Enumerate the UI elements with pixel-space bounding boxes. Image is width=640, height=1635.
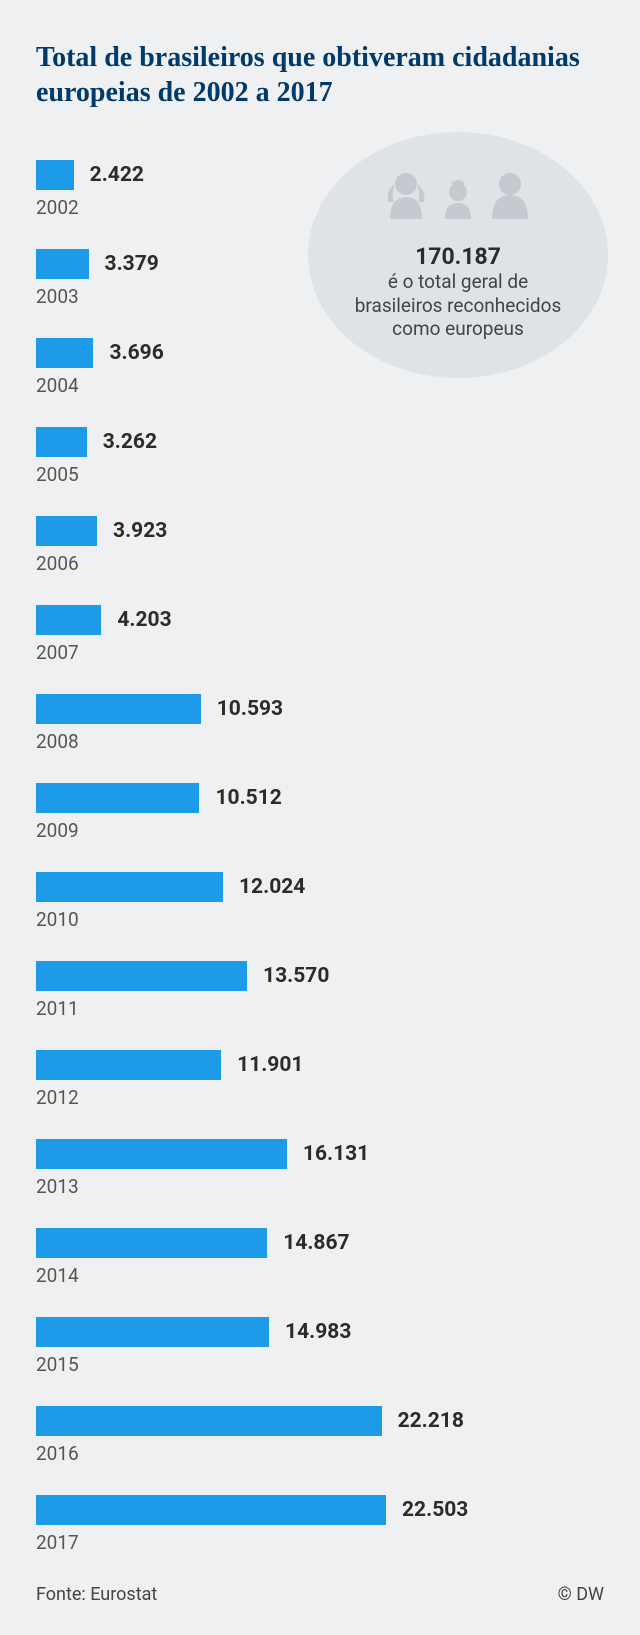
bar-line: 4.203 (36, 605, 604, 635)
bar (36, 1406, 382, 1436)
bar-line: 22.503 (36, 1495, 604, 1525)
chart-area: 170.187 é o total geral de brasileiros r… (36, 160, 604, 1554)
bar-value: 10.512 (215, 786, 281, 810)
bar-year: 2016 (36, 1442, 604, 1465)
bar-list: 2.42220023.37920033.69620043.26220053.92… (36, 160, 604, 1554)
bar-line: 13.570 (36, 961, 604, 991)
bar-row: 14.983 2015 (36, 1317, 604, 1376)
bar-row: 3.923 2006 (36, 516, 604, 575)
credit-label: © DW (558, 1584, 604, 1605)
bar-year: 2011 (36, 997, 604, 1020)
bar-line: 14.867 (36, 1228, 604, 1258)
bar-line: 3.262 (36, 427, 604, 457)
total-callout: 170.187 é o total geral de brasileiros r… (308, 132, 608, 378)
bar-year: 2010 (36, 908, 604, 931)
callout-text: é o total geral de brasileiros reconheci… (342, 270, 574, 341)
bar (36, 1139, 287, 1169)
bar (36, 1495, 386, 1525)
bar-value: 16.131 (303, 1142, 369, 1166)
bar-row: 13.570 2011 (36, 961, 604, 1020)
bar-value: 13.570 (263, 964, 329, 988)
bar-value: 3.379 (105, 252, 159, 276)
bar (36, 160, 74, 190)
bar (36, 605, 101, 635)
bar-year: 2017 (36, 1531, 604, 1554)
bar-year: 2015 (36, 1353, 604, 1376)
bar (36, 249, 89, 279)
bar-line: 14.983 (36, 1317, 604, 1347)
bar (36, 1317, 269, 1347)
chart-footer: Fonte: Eurostat © DW (36, 1584, 604, 1605)
bar (36, 872, 223, 902)
bar-row: 22.218 2016 (36, 1406, 604, 1465)
bar (36, 427, 87, 457)
bar-value: 3.696 (109, 341, 163, 365)
bar-year: 2006 (36, 552, 604, 575)
bar-year: 2012 (36, 1086, 604, 1109)
bar-year: 2014 (36, 1264, 604, 1287)
bar-line: 3.923 (36, 516, 604, 546)
bar-year: 2008 (36, 730, 604, 753)
bar (36, 1228, 267, 1258)
bar-year: 2013 (36, 1175, 604, 1198)
infographic-container: Total de brasileiros que obtiveram cidad… (0, 0, 640, 1635)
source-label: Fonte: Eurostat (36, 1584, 157, 1605)
bar-line: 10.512 (36, 783, 604, 813)
bar-line: 11.901 (36, 1050, 604, 1080)
bar-value: 14.867 (283, 1231, 349, 1255)
bar-row: 3.262 2005 (36, 427, 604, 486)
bar-value: 4.203 (117, 608, 171, 632)
bar-year: 2005 (36, 463, 604, 486)
bar (36, 1050, 221, 1080)
bar-value: 22.503 (402, 1498, 468, 1522)
bar-year: 2009 (36, 819, 604, 842)
bar (36, 338, 93, 368)
bar-year: 2007 (36, 641, 604, 664)
bar (36, 783, 199, 813)
bar-row: 4.203 2007 (36, 605, 604, 664)
bar-row: 14.867 2014 (36, 1228, 604, 1287)
bar-value: 2.422 (90, 163, 144, 187)
bar-value: 11.901 (237, 1053, 303, 1077)
bar-line: 22.218 (36, 1406, 604, 1436)
bar-value: 10.593 (217, 697, 283, 721)
bar-year: 2004 (36, 374, 604, 397)
chart-title: Total de brasileiros que obtiveram cidad… (36, 40, 604, 110)
bar-line: 12.024 (36, 872, 604, 902)
bar-row: 22.503 2017 (36, 1495, 604, 1554)
bar (36, 694, 201, 724)
bar-row: 10.593 2008 (36, 694, 604, 753)
bar-value: 14.983 (285, 1320, 351, 1344)
bar-line: 16.131 (36, 1139, 604, 1169)
bar-line: 10.593 (36, 694, 604, 724)
bar-value: 3.923 (113, 519, 167, 543)
bar-row: 12.024 2010 (36, 872, 604, 931)
bar-value: 22.218 (398, 1409, 464, 1433)
bar-value: 12.024 (239, 875, 305, 899)
bar (36, 516, 97, 546)
bar-row: 10.512 2009 (36, 783, 604, 842)
bar-value: 3.262 (103, 430, 157, 454)
bar-row: 16.131 2013 (36, 1139, 604, 1198)
people-icon (373, 169, 543, 235)
bar (36, 961, 247, 991)
callout-number: 170.187 (415, 243, 501, 270)
bar-row: 11.901 2012 (36, 1050, 604, 1109)
